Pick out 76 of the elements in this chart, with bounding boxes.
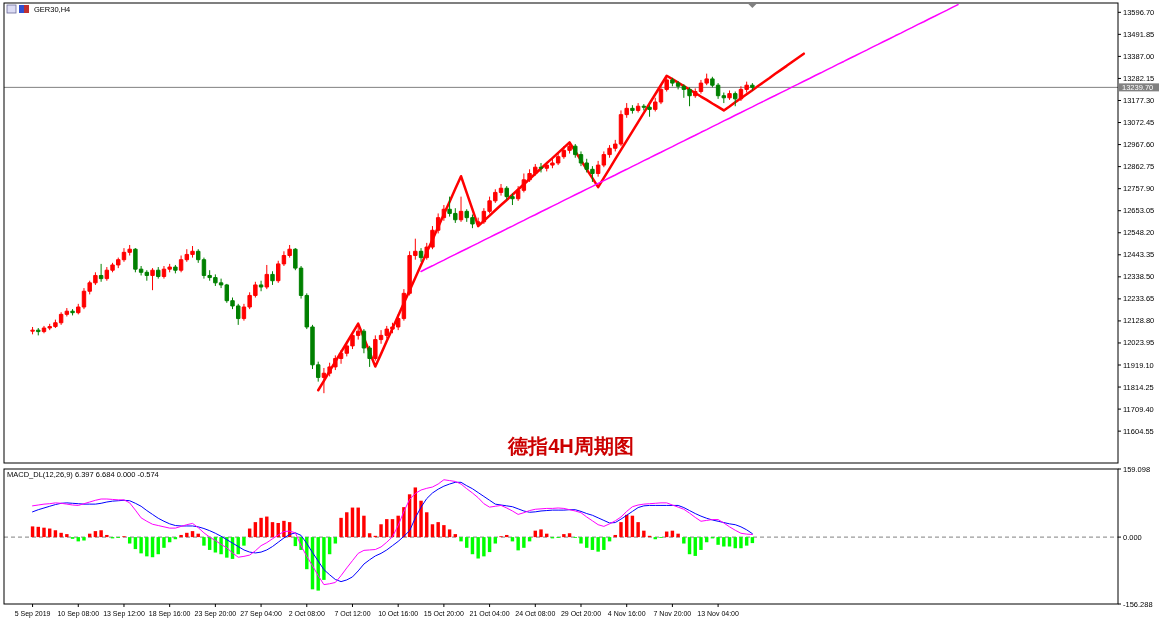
candlestick [270,270,275,286]
bar [379,524,383,538]
bar [744,537,749,546]
bar [447,529,452,538]
bar [642,530,646,538]
bar [539,529,543,538]
bar [356,507,360,538]
bar [716,537,720,545]
bar [322,537,326,580]
candlestick [98,263,104,283]
candlestick [630,104,635,115]
bar [699,537,703,550]
bar [53,530,58,538]
bar [419,500,423,538]
bar [316,537,320,591]
bar [596,537,600,552]
bar [482,537,486,557]
line-series [316,52,806,392]
bar [602,537,606,550]
bar [453,534,458,538]
candlestick [264,264,270,290]
bar [579,537,583,544]
bar [459,537,463,542]
bar [265,516,269,538]
candlestick [750,82,755,91]
bar [339,517,343,538]
candlestick [173,264,178,274]
candlestick [258,280,264,292]
candlestick [418,247,424,263]
bar [722,537,726,547]
bar [516,537,520,551]
bar [65,534,69,538]
candlestick [635,102,641,114]
bar [139,537,143,554]
bar [682,537,686,544]
bar [676,533,680,538]
bar [522,537,526,548]
bar [105,534,109,538]
bar [259,517,263,538]
bar [727,537,732,547]
bar [476,537,480,559]
bar [367,533,372,538]
bar [493,537,498,544]
bar [739,537,743,549]
bar [99,530,103,538]
candlestick [70,308,75,316]
bar [162,537,166,548]
bar [242,537,246,546]
candlestick [727,89,732,101]
bar [562,534,566,538]
bar [42,527,46,538]
bar [202,537,206,546]
bar [442,525,446,538]
text: 德指4H周期图 [507,435,634,457]
bar [619,522,623,538]
candlestick [733,91,738,107]
bar [219,537,223,555]
candlestick [458,196,464,223]
candlestick [156,266,161,280]
bar [59,532,63,538]
bar [362,515,366,538]
bar [179,534,183,538]
bar [82,537,86,541]
candlestick [538,162,544,173]
bar [567,533,572,538]
candlestick [150,267,155,291]
line-series [420,3,959,273]
bar [282,520,286,538]
bar [127,537,132,544]
bar [333,537,338,544]
bar [436,522,440,538]
candlestick [36,327,41,336]
bar [636,522,640,538]
bar [145,537,149,557]
candlestick [30,326,35,335]
bar [185,532,189,538]
